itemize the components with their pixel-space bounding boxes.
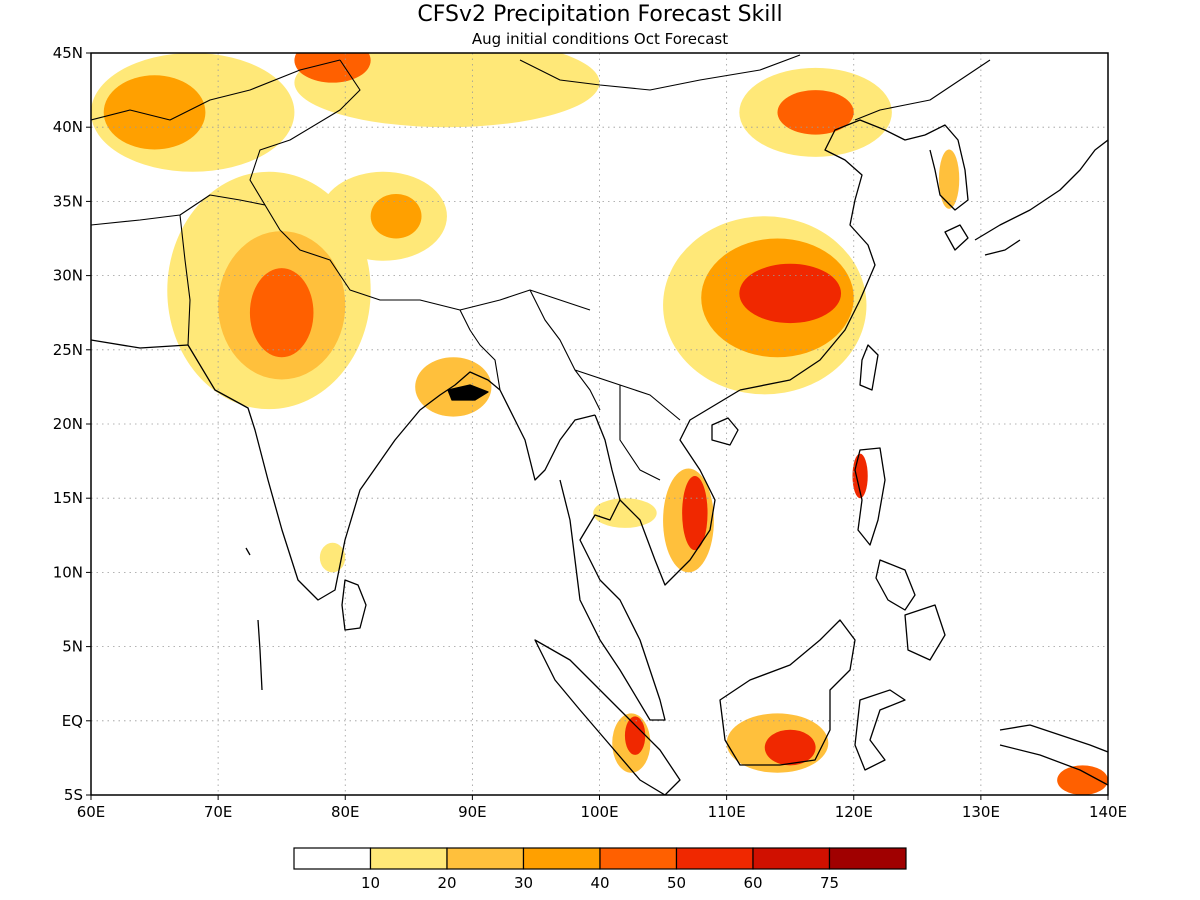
- coast-india: [187, 344, 596, 601]
- lon-tick-label: 100E: [580, 803, 618, 821]
- coast-sumatra: [534, 639, 681, 795]
- skill-region-korea: [938, 149, 960, 209]
- skill-region-sumatra-core: [624, 716, 646, 755]
- colorbar-swatch: [293, 847, 372, 870]
- colorbar-label: 40: [590, 874, 609, 892]
- skill-region-south-china-core: [739, 263, 842, 324]
- coast-kyushu: [944, 224, 969, 251]
- skill-region-sri-lanka-south-india: [319, 542, 346, 573]
- lat-tick-label: 20N: [53, 415, 83, 433]
- colorbar-swatch: [752, 847, 831, 870]
- lat-tick-label: EQ: [62, 712, 83, 730]
- coast-sulawesi: [854, 689, 906, 771]
- lon-tick-label: 110E: [708, 803, 746, 821]
- colorbar-swatch: [446, 847, 525, 870]
- colorbar-swatch: [599, 847, 678, 870]
- skill-shading-layer: [91, 53, 1108, 795]
- skill-region-northwest-india-pakistan-core: [249, 268, 314, 358]
- skill-region-mongolia-strip: [294, 53, 600, 128]
- lon-tick-label: 130E: [962, 803, 1000, 821]
- coast-arabia: [91, 339, 189, 349]
- colorbar-label: 10: [361, 874, 380, 892]
- skill-region-tibet-west-core: [370, 193, 422, 239]
- lat-tick-label: 5S: [64, 786, 83, 804]
- coast-hainan: [711, 417, 739, 446]
- lon-tick-label: 120E: [835, 803, 873, 821]
- map-panel: [91, 53, 1108, 795]
- lat-tick-label: 10N: [53, 563, 83, 581]
- coast-mindanao: [904, 604, 946, 661]
- skill-region-thailand: [593, 498, 657, 528]
- skill-region-borneo-core: [764, 729, 816, 766]
- coast-borneo: [719, 619, 856, 766]
- bangladesh-delta: [447, 384, 489, 401]
- lat-tick-label: 15N: [53, 489, 83, 507]
- skill-region-north-china-core: [777, 90, 854, 135]
- lon-tick-label: 60E: [77, 803, 106, 821]
- figure-title: CFSv2 Precipitation Forecast Skill: [417, 2, 782, 27]
- coast-vietnam: [619, 389, 741, 586]
- skill-region-central-asia-core: [103, 75, 206, 150]
- coast-china: [739, 119, 926, 391]
- lat-tick-label: 45N: [53, 44, 83, 62]
- longitude-axis: 60E 70E 80E 90E 100E 110E 120E 130E 140E: [77, 795, 1127, 821]
- border-lines: [91, 54, 991, 481]
- colorbar-swatch: [369, 847, 448, 870]
- coast-maldives: [245, 547, 263, 691]
- coast-new-guinea: [999, 724, 1108, 786]
- lat-tick-label: 30N: [53, 267, 83, 285]
- lat-tick-label: 40N: [53, 118, 83, 136]
- coast-japan: [974, 139, 1108, 256]
- colorbar-label: 60: [743, 874, 762, 892]
- colorbar-label: 75: [820, 874, 839, 892]
- skill-region-new-guinea: [1057, 765, 1108, 795]
- coast-sri-lanka: [341, 579, 367, 631]
- lat-tick-label: 25N: [53, 341, 83, 359]
- coast-luzon: [854, 447, 886, 546]
- coast-korea: [924, 124, 969, 211]
- skill-region-vietnam-core: [682, 475, 708, 551]
- colorbar-label: 30: [514, 874, 533, 892]
- colorbar-swatch: [828, 847, 907, 870]
- colorbar-swatch: [675, 847, 754, 870]
- skill-region-northern-edge-core: [294, 53, 371, 83]
- colorbar-label: 20: [437, 874, 456, 892]
- lon-tick-label: 90E: [458, 803, 487, 821]
- lat-tick-label: 5N: [62, 638, 83, 656]
- latitude-axis: 45N 40N 35N 30N 25N 20N 15N 10N 5N EQ 5S: [53, 44, 91, 804]
- colorbar-label: 50: [667, 874, 686, 892]
- colorbar: 10 20 30 40 50 60 75: [293, 847, 907, 892]
- coastlines: [91, 54, 1108, 795]
- lon-tick-label: 140E: [1089, 803, 1127, 821]
- lon-tick-label: 70E: [204, 803, 233, 821]
- colorbar-swatch: [522, 847, 601, 870]
- coast-taiwan: [859, 344, 879, 391]
- figure-subtitle: Aug initial conditions Oct Forecast: [472, 30, 728, 48]
- lat-tick-label: 35N: [53, 192, 83, 210]
- coast-visayas: [875, 559, 916, 611]
- lon-tick-label: 80E: [331, 803, 360, 821]
